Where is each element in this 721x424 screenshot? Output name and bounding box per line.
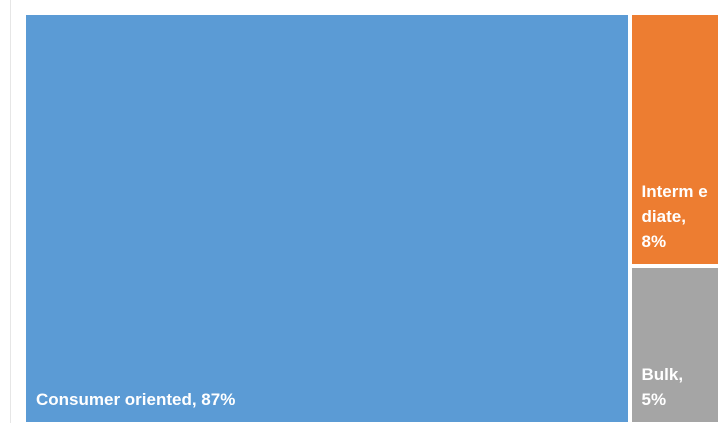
tile-intermediate-label: Interm ediate, 8%	[641, 181, 708, 251]
chart-frame-line	[10, 0, 11, 423]
tile-bulk-label: Bulk, 5%	[641, 364, 684, 409]
tile-consumer-oriented: Consumer oriented, 87%	[24, 13, 630, 424]
tile-bulk: Bulk, 5%	[629, 265, 720, 424]
tile-intermediate: Interm ediate, 8%	[629, 13, 720, 266]
tile-consumer-oriented-label: Consumer oriented, 87%	[36, 390, 236, 409]
